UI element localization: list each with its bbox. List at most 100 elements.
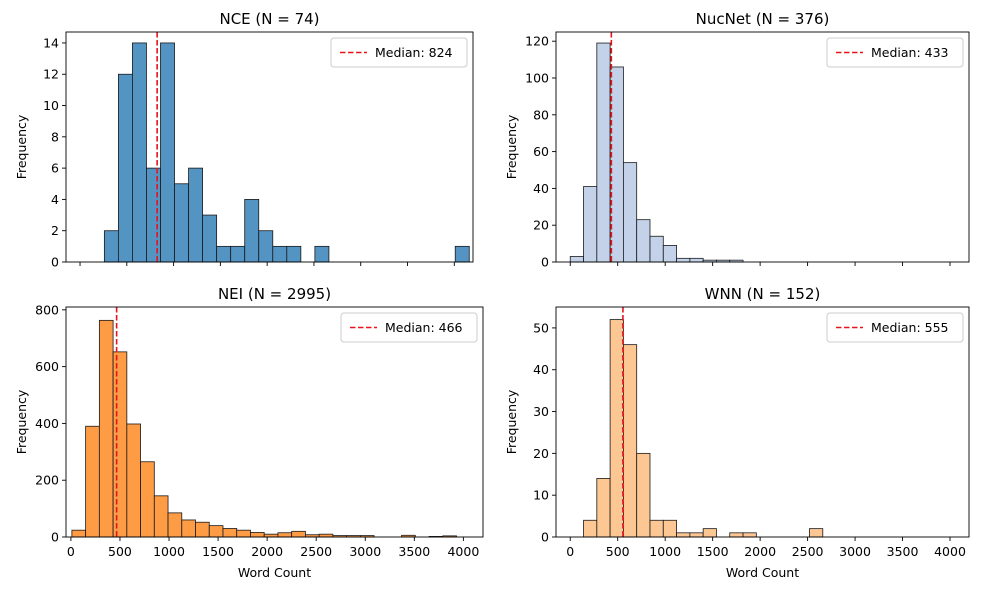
y-tick-label: 6: [51, 161, 59, 176]
x-tick-label: 3000: [349, 544, 381, 559]
y-tick-label: 8: [51, 129, 59, 144]
histogram-bar: [569, 256, 584, 263]
histogram-bar: [188, 167, 204, 263]
histogram-bar: [314, 245, 330, 263]
x-tick-label: 3500: [887, 544, 919, 559]
x-tick-label: 3500: [398, 544, 430, 559]
legend-box: [340, 312, 478, 343]
x-tick-label: 2500: [792, 544, 824, 559]
x-tick-label: 1000: [153, 544, 185, 559]
x-axis-label: Word Count: [238, 565, 311, 580]
histogram-bar: [216, 245, 232, 263]
y-tick-label: 400: [35, 416, 59, 431]
y-tick-label: 50: [533, 320, 549, 335]
histogram-bar: [126, 423, 141, 538]
y-tick-label: 4: [51, 192, 59, 207]
y-tick-label: 100: [525, 71, 549, 86]
y-tick-label: 10: [533, 488, 549, 503]
panel-title: NCE (N = 74): [219, 10, 319, 28]
histogram-panel: 0 2 4 6 8 10 12 14 NCE (N = 74) Frequency Median: …: [14, 10, 474, 270]
histogram-bar: [291, 530, 306, 538]
legend: Median: 466: [340, 312, 478, 343]
histogram-bar: [636, 219, 651, 263]
histogram-bar: [85, 425, 100, 538]
histogram-bar: [623, 344, 638, 538]
y-tick-label: 60: [533, 144, 549, 159]
histogram-bar: [117, 73, 133, 263]
legend: Median: 824: [330, 37, 468, 68]
y-tick-label: 14: [43, 35, 59, 50]
y-tick-label: 40: [533, 362, 549, 377]
histogram-bar: [208, 525, 224, 538]
y-tick-label: 0: [541, 255, 549, 270]
y-tick-label: 10: [43, 98, 59, 113]
histogram-bar: [649, 519, 664, 538]
y-tick-label: 800: [35, 302, 59, 317]
panel-title: NucNet (N = 376): [696, 10, 830, 28]
legend-box: [826, 312, 964, 343]
x-tick-label: 0: [566, 544, 574, 559]
y-tick-label: 0: [51, 530, 59, 545]
axes-frame: [555, 31, 970, 263]
histogram-panel: 0 20 40 60 80 100 120 NucNet (N = 376) Frequency…: [504, 10, 970, 270]
x-tick-label: 1000: [649, 544, 681, 559]
y-tick-label: 200: [35, 473, 59, 488]
legend: Median: 555: [826, 312, 964, 343]
y-tick-label: 120: [525, 34, 549, 49]
histogram-bar: [596, 42, 611, 263]
y-tick-label: 40: [533, 181, 549, 196]
x-tick-label: 1500: [202, 544, 234, 559]
legend-label: Median: 824: [375, 45, 453, 60]
x-tick-label: 4000: [447, 544, 479, 559]
histogram-bar: [649, 235, 664, 263]
histogram-bar: [277, 532, 293, 538]
x-axis-label: Word Count: [726, 565, 799, 580]
histogram-bar: [286, 245, 302, 263]
histogram-bar: [742, 532, 757, 538]
legend: Median: 433: [826, 37, 964, 68]
histogram-panel: 0 200 400 600 800 0 500 1000 1500 2000 2500 3000 350…: [14, 285, 484, 580]
histogram-bar: [250, 532, 265, 538]
histogram-bar: [236, 529, 251, 538]
axes-frame: [65, 306, 484, 538]
histogram-bar: [195, 521, 210, 538]
legend-box: [330, 37, 468, 68]
histogram-bar: [181, 519, 196, 538]
y-tick-label: 20: [533, 446, 549, 461]
x-tick-label: 3000: [839, 544, 871, 559]
histogram-bar: [112, 351, 128, 538]
x-tick-label: 2000: [744, 544, 776, 559]
histogram-bar: [244, 199, 260, 263]
histogram-bar: [702, 528, 717, 538]
y-tick-label: 12: [43, 67, 59, 82]
y-tick-label: 0: [541, 530, 549, 545]
x-tick-label: 0: [67, 544, 75, 559]
y-tick-label: 30: [533, 404, 549, 419]
x-tick-label: 2500: [300, 544, 332, 559]
histogram-bar: [662, 245, 677, 263]
histogram-bar: [623, 162, 638, 263]
y-axis-label: Frequency: [14, 114, 29, 179]
axes-frame: [65, 31, 474, 263]
histogram-bar: [609, 319, 624, 538]
histogram-bar: [662, 519, 677, 538]
histogram-bar: [636, 452, 651, 538]
histogram-bar: [454, 245, 470, 263]
histogram-bar: [676, 532, 691, 538]
histogram-bar: [729, 532, 744, 538]
histogram-bar: [132, 42, 147, 263]
histogram-bar: [230, 245, 246, 263]
histogram-bar: [103, 230, 119, 263]
histogram-bar: [272, 245, 288, 263]
x-tick-label: 500: [606, 544, 630, 559]
legend-label: Median: 433: [871, 45, 949, 60]
y-axis-label: Frequency: [504, 389, 519, 454]
x-tick-label: 1500: [697, 544, 729, 559]
histogram-bar: [153, 495, 169, 538]
histogram-bar: [146, 167, 161, 263]
y-tick-label: 80: [533, 107, 549, 122]
histogram-bar: [676, 257, 691, 263]
axes-frame: [555, 306, 970, 538]
